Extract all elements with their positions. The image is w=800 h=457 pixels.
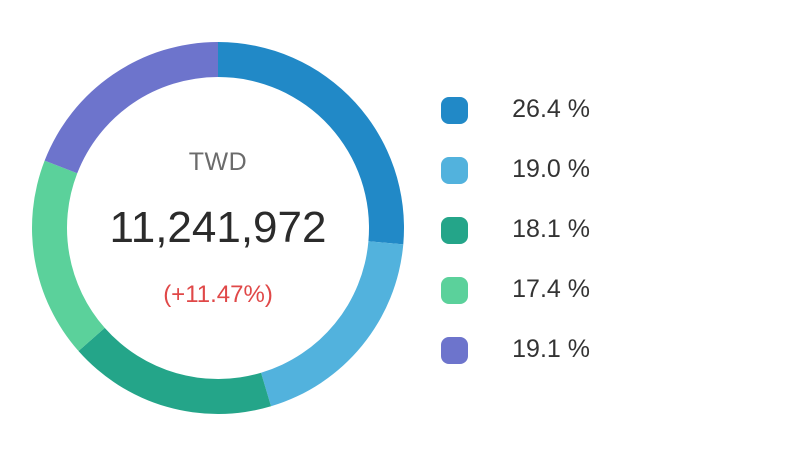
legend-swatch: [441, 97, 468, 124]
legend-value: 19.0 %: [512, 155, 590, 183]
legend-item: 26.4 %: [438, 92, 778, 130]
donut-slice: [44, 42, 219, 174]
donut-chart: [31, 42, 404, 414]
donut-slice: [218, 42, 404, 245]
legend-value: 18.1 %: [512, 215, 590, 243]
legend-value: 17.4 %: [512, 275, 590, 303]
legend-value: 19.1 %: [512, 335, 590, 363]
donut-slice: [31, 160, 105, 352]
donut-slice: [261, 241, 404, 407]
legend-swatch: [441, 277, 468, 304]
legend-item: 18.1 %: [438, 212, 778, 250]
legend-value: 26.4 %: [512, 95, 590, 123]
change-percentage: (+11.47%): [163, 281, 273, 308]
legend-item: 17.4 %: [438, 272, 778, 310]
legend-swatch: [441, 217, 468, 244]
total-value: 11,241,972: [109, 203, 327, 252]
legend-item: 19.1 %: [438, 332, 778, 370]
legend-swatch: [441, 157, 468, 184]
donut-slice: [78, 327, 272, 414]
legend-swatch: [441, 337, 468, 364]
legend-item: 19.0 %: [438, 152, 778, 190]
currency-label: TWD: [188, 148, 248, 176]
legend: 26.4 % 19.0 % 18.1 % 17.4 % 19.1 %: [438, 92, 778, 392]
